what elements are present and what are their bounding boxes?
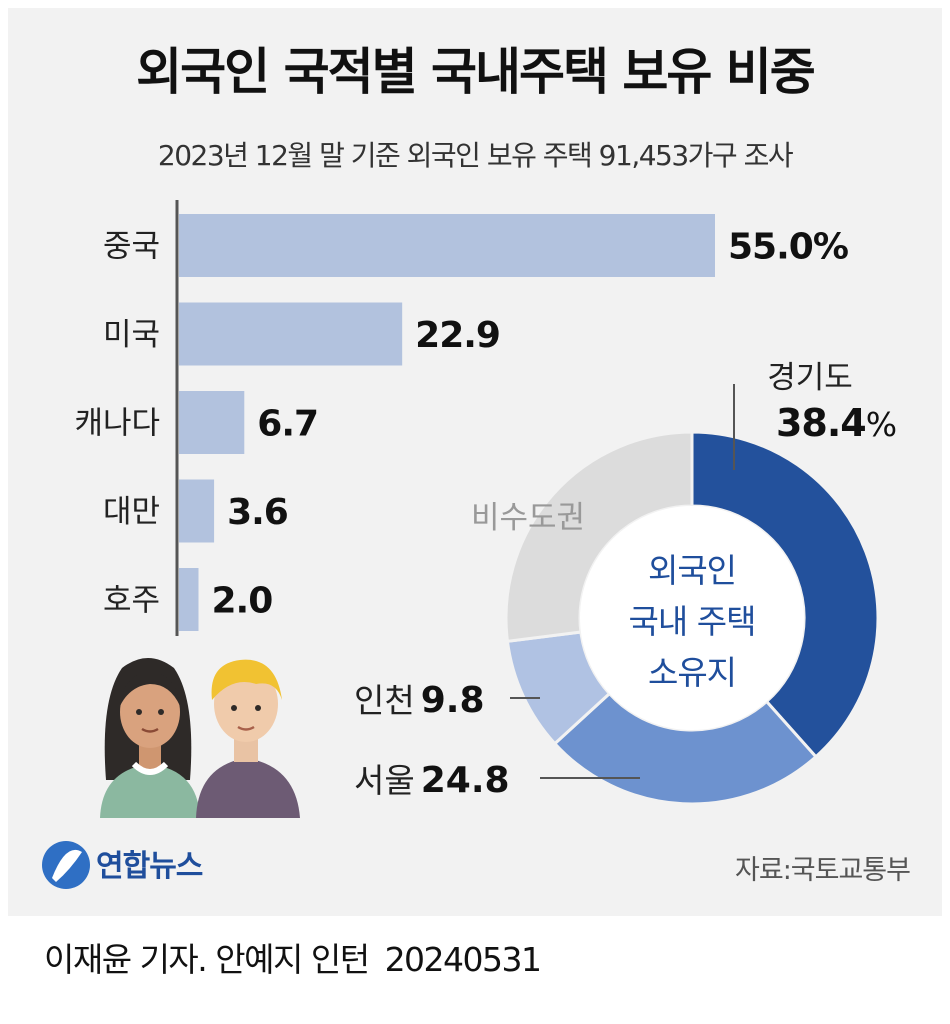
- donut-value-gyeonggi: 38.4%: [776, 401, 896, 445]
- donut-label-seoul-value: 24.8: [421, 760, 510, 801]
- bar: [179, 568, 199, 631]
- bar-category-label: 호주: [103, 583, 160, 619]
- man-icon: [196, 659, 300, 818]
- bar-value-label: 2.0: [211, 581, 272, 622]
- bar-category-label: 대만: [103, 494, 160, 530]
- bar-category-label: 미국: [103, 317, 160, 353]
- donut-label-incheon: 인천 9.8: [354, 680, 485, 721]
- chart-canvas: 중국 55.0% 미국 22.9 캐나다 6.7 대만 3.6 호주 2.0 경기도: [42, 200, 897, 889]
- bar-category-label: 중국: [103, 229, 160, 265]
- people-illustration: [100, 658, 300, 818]
- source-note: 자료:국토교통부: [735, 855, 911, 886]
- donut-hole: [580, 506, 804, 730]
- bar-category-label: 캐나다: [74, 406, 160, 442]
- donut-value-gyeonggi-number: 38.4: [776, 401, 866, 445]
- donut-value-gyeonggi-unit: %: [866, 405, 896, 444]
- bar-value-label: 6.7: [257, 404, 318, 445]
- donut-label-incheon-name: 인천: [354, 681, 415, 720]
- donut-label-seoul: 서울 24.8: [354, 760, 510, 801]
- chart-title: 외국인 국적별 국내주택 보유 비중: [136, 43, 816, 101]
- donut-label-gyeonggi: 경기도: [767, 360, 853, 396]
- donut-label-seoul-name: 서울: [354, 761, 415, 800]
- donut-center-line-1: 외국인: [648, 551, 736, 590]
- donut-label-noncapital: 비수도권: [471, 500, 585, 536]
- footer-byline: 이재윤 기자. 안예지 인턴: [44, 940, 370, 979]
- bar-value-label: 3.6: [227, 492, 288, 533]
- bar-value-label: 22.9: [415, 315, 500, 356]
- bar: [179, 214, 715, 277]
- donut-label-incheon-value: 9.8: [421, 680, 485, 721]
- yonhap-logo-text: 연합뉴스: [96, 849, 203, 884]
- donut-chart: [504, 430, 880, 806]
- bar: [179, 391, 245, 454]
- chart-subtitle: 2023년 12월 말 기준 외국인 보유 주택 91,453가구 조사: [157, 139, 794, 172]
- donut-center-line-2: 국내 주택: [629, 602, 756, 641]
- bar: [179, 302, 403, 366]
- bar: [179, 479, 215, 543]
- bar-value-label: 55.0%: [728, 227, 848, 268]
- footer-date: 20240531: [384, 940, 542, 979]
- yonhap-logo: 연합뉴스: [42, 841, 204, 889]
- footer-credit: 이재윤 기자. 안예지 인턴 20240531: [44, 938, 542, 982]
- donut-center-line-3: 소유지: [648, 653, 736, 692]
- bar-series: 중국 55.0% 미국 22.9 캐나다 6.7 대만 3.6 호주 2.0: [74, 214, 849, 631]
- woman-icon: [100, 658, 200, 818]
